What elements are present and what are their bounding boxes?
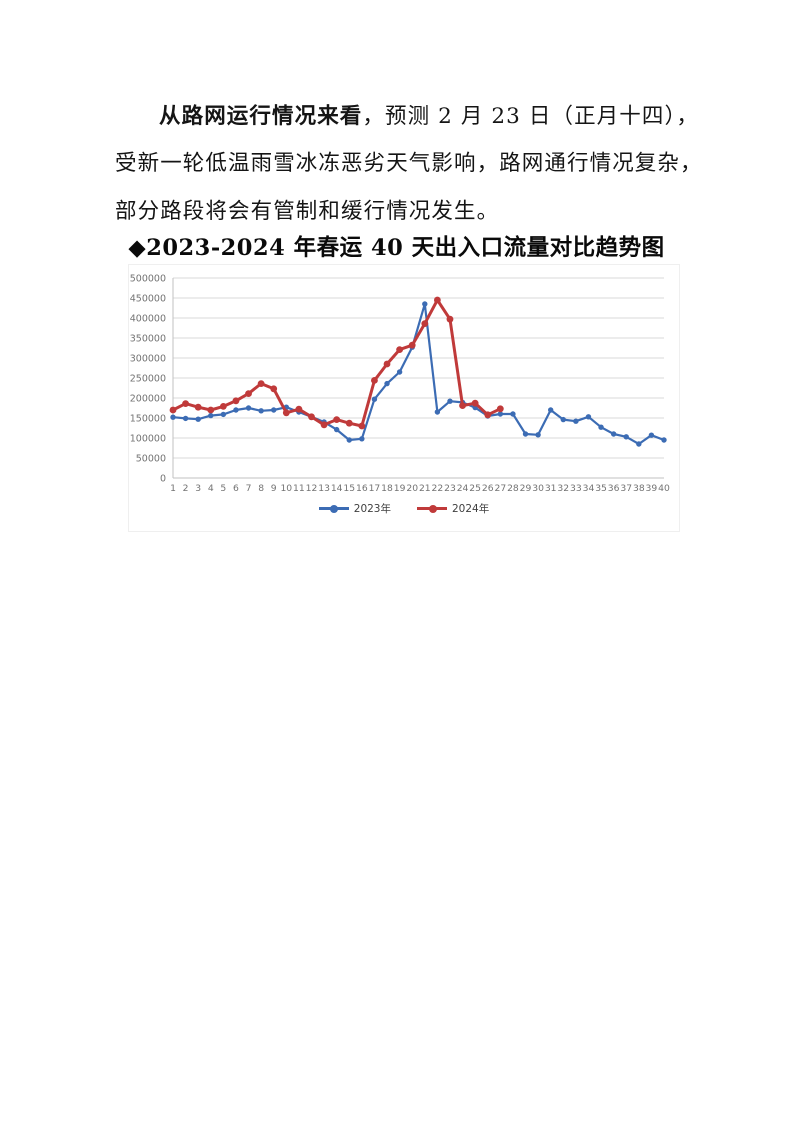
svg-text:11: 11 bbox=[293, 483, 305, 494]
svg-text:100000: 100000 bbox=[130, 434, 166, 445]
svg-text:21: 21 bbox=[419, 483, 431, 494]
svg-text:7: 7 bbox=[246, 483, 252, 494]
paragraph-line-1-rest: ，预测 2 月 23 日（正月十四）， bbox=[362, 104, 699, 129]
svg-text:32: 32 bbox=[557, 483, 569, 494]
svg-text:37: 37 bbox=[620, 483, 632, 494]
flow-comparison-chart: 0 50000 100000 150000 200000 250000 300000 3500… bbox=[128, 264, 680, 532]
svg-text:20: 20 bbox=[406, 483, 418, 494]
svg-text:16: 16 bbox=[356, 483, 368, 494]
svg-text:19: 19 bbox=[394, 483, 406, 494]
legend-label-2024: 2024年 bbox=[452, 503, 490, 515]
svg-text:35: 35 bbox=[595, 483, 607, 494]
paragraph-line-2: 受新一轮低温雨雪冰冻恶劣天气影响，路网通行情况复杂， bbox=[115, 151, 703, 177]
paragraph-lead-bold: 从路网运行情况来看 bbox=[159, 104, 363, 129]
svg-text:450000: 450000 bbox=[130, 294, 166, 305]
svg-text:28: 28 bbox=[507, 483, 519, 494]
chart-legend: 2023年 2024年 bbox=[129, 501, 679, 516]
svg-text:5: 5 bbox=[220, 483, 226, 494]
svg-text:36: 36 bbox=[608, 483, 620, 494]
svg-text:31: 31 bbox=[545, 483, 557, 494]
svg-text:24: 24 bbox=[457, 483, 469, 494]
svg-text:38: 38 bbox=[633, 483, 645, 494]
svg-text:25: 25 bbox=[469, 483, 481, 494]
flow-chart-svg: 0500001000001500002000002500003000003500… bbox=[130, 274, 670, 495]
chart-heading: ◆2023-2024 年春运 40 天出入口流量对比趋势图 bbox=[128, 235, 665, 261]
svg-text:200000: 200000 bbox=[130, 394, 166, 405]
svg-text:14: 14 bbox=[331, 483, 343, 494]
svg-text:33: 33 bbox=[570, 483, 582, 494]
svg-text:0: 0 bbox=[160, 474, 166, 485]
legend-dot-2023 bbox=[330, 504, 339, 513]
svg-text:40: 40 bbox=[658, 483, 670, 494]
svg-text:4: 4 bbox=[208, 483, 214, 494]
legend-item-2024: 2024年 bbox=[417, 501, 489, 516]
svg-text:300000: 300000 bbox=[130, 354, 166, 365]
svg-text:8: 8 bbox=[258, 483, 264, 494]
legend-dot-2024 bbox=[428, 504, 437, 513]
svg-text:22: 22 bbox=[432, 483, 444, 494]
svg-text:350000: 350000 bbox=[130, 334, 166, 345]
svg-text:39: 39 bbox=[646, 483, 658, 494]
legend-line-marker-2023 bbox=[318, 504, 349, 513]
svg-text:400000: 400000 bbox=[130, 314, 166, 325]
svg-text:26: 26 bbox=[482, 483, 494, 494]
svg-text:34: 34 bbox=[583, 483, 595, 494]
svg-text:17: 17 bbox=[369, 483, 381, 494]
svg-text:10: 10 bbox=[280, 483, 292, 494]
svg-text:9: 9 bbox=[271, 483, 277, 494]
svg-text:13: 13 bbox=[318, 483, 330, 494]
svg-text:2: 2 bbox=[183, 483, 189, 494]
paragraph-line-3: 部分路段将会有管制和缓行情况发生。 bbox=[115, 198, 500, 224]
svg-text:50000: 50000 bbox=[136, 454, 166, 465]
svg-text:6: 6 bbox=[233, 483, 239, 494]
paragraph-line-1: 从路网运行情况来看，预测 2 月 23 日（正月十四）， bbox=[115, 93, 698, 140]
legend-label-2023: 2023年 bbox=[353, 503, 391, 515]
svg-text:30: 30 bbox=[532, 483, 544, 494]
legend-line-marker-2024 bbox=[417, 504, 447, 513]
svg-text:12: 12 bbox=[306, 483, 318, 494]
svg-text:27: 27 bbox=[494, 483, 506, 494]
body-paragraph: 从路网运行情况来看，预测 2 月 23 日（正月十四）， 受新一轮低温雨雪冰冻恶… bbox=[115, 93, 703, 235]
svg-text:23: 23 bbox=[444, 483, 456, 494]
svg-text:29: 29 bbox=[520, 483, 532, 494]
svg-text:3: 3 bbox=[195, 483, 201, 494]
legend-item-2023: 2023年 bbox=[318, 501, 391, 516]
svg-text:1: 1 bbox=[170, 483, 176, 494]
svg-text:250000: 250000 bbox=[130, 374, 166, 385]
svg-text:18: 18 bbox=[381, 483, 393, 494]
svg-text:150000: 150000 bbox=[130, 414, 166, 425]
svg-text:15: 15 bbox=[343, 483, 355, 494]
svg-text:500000: 500000 bbox=[130, 274, 166, 285]
